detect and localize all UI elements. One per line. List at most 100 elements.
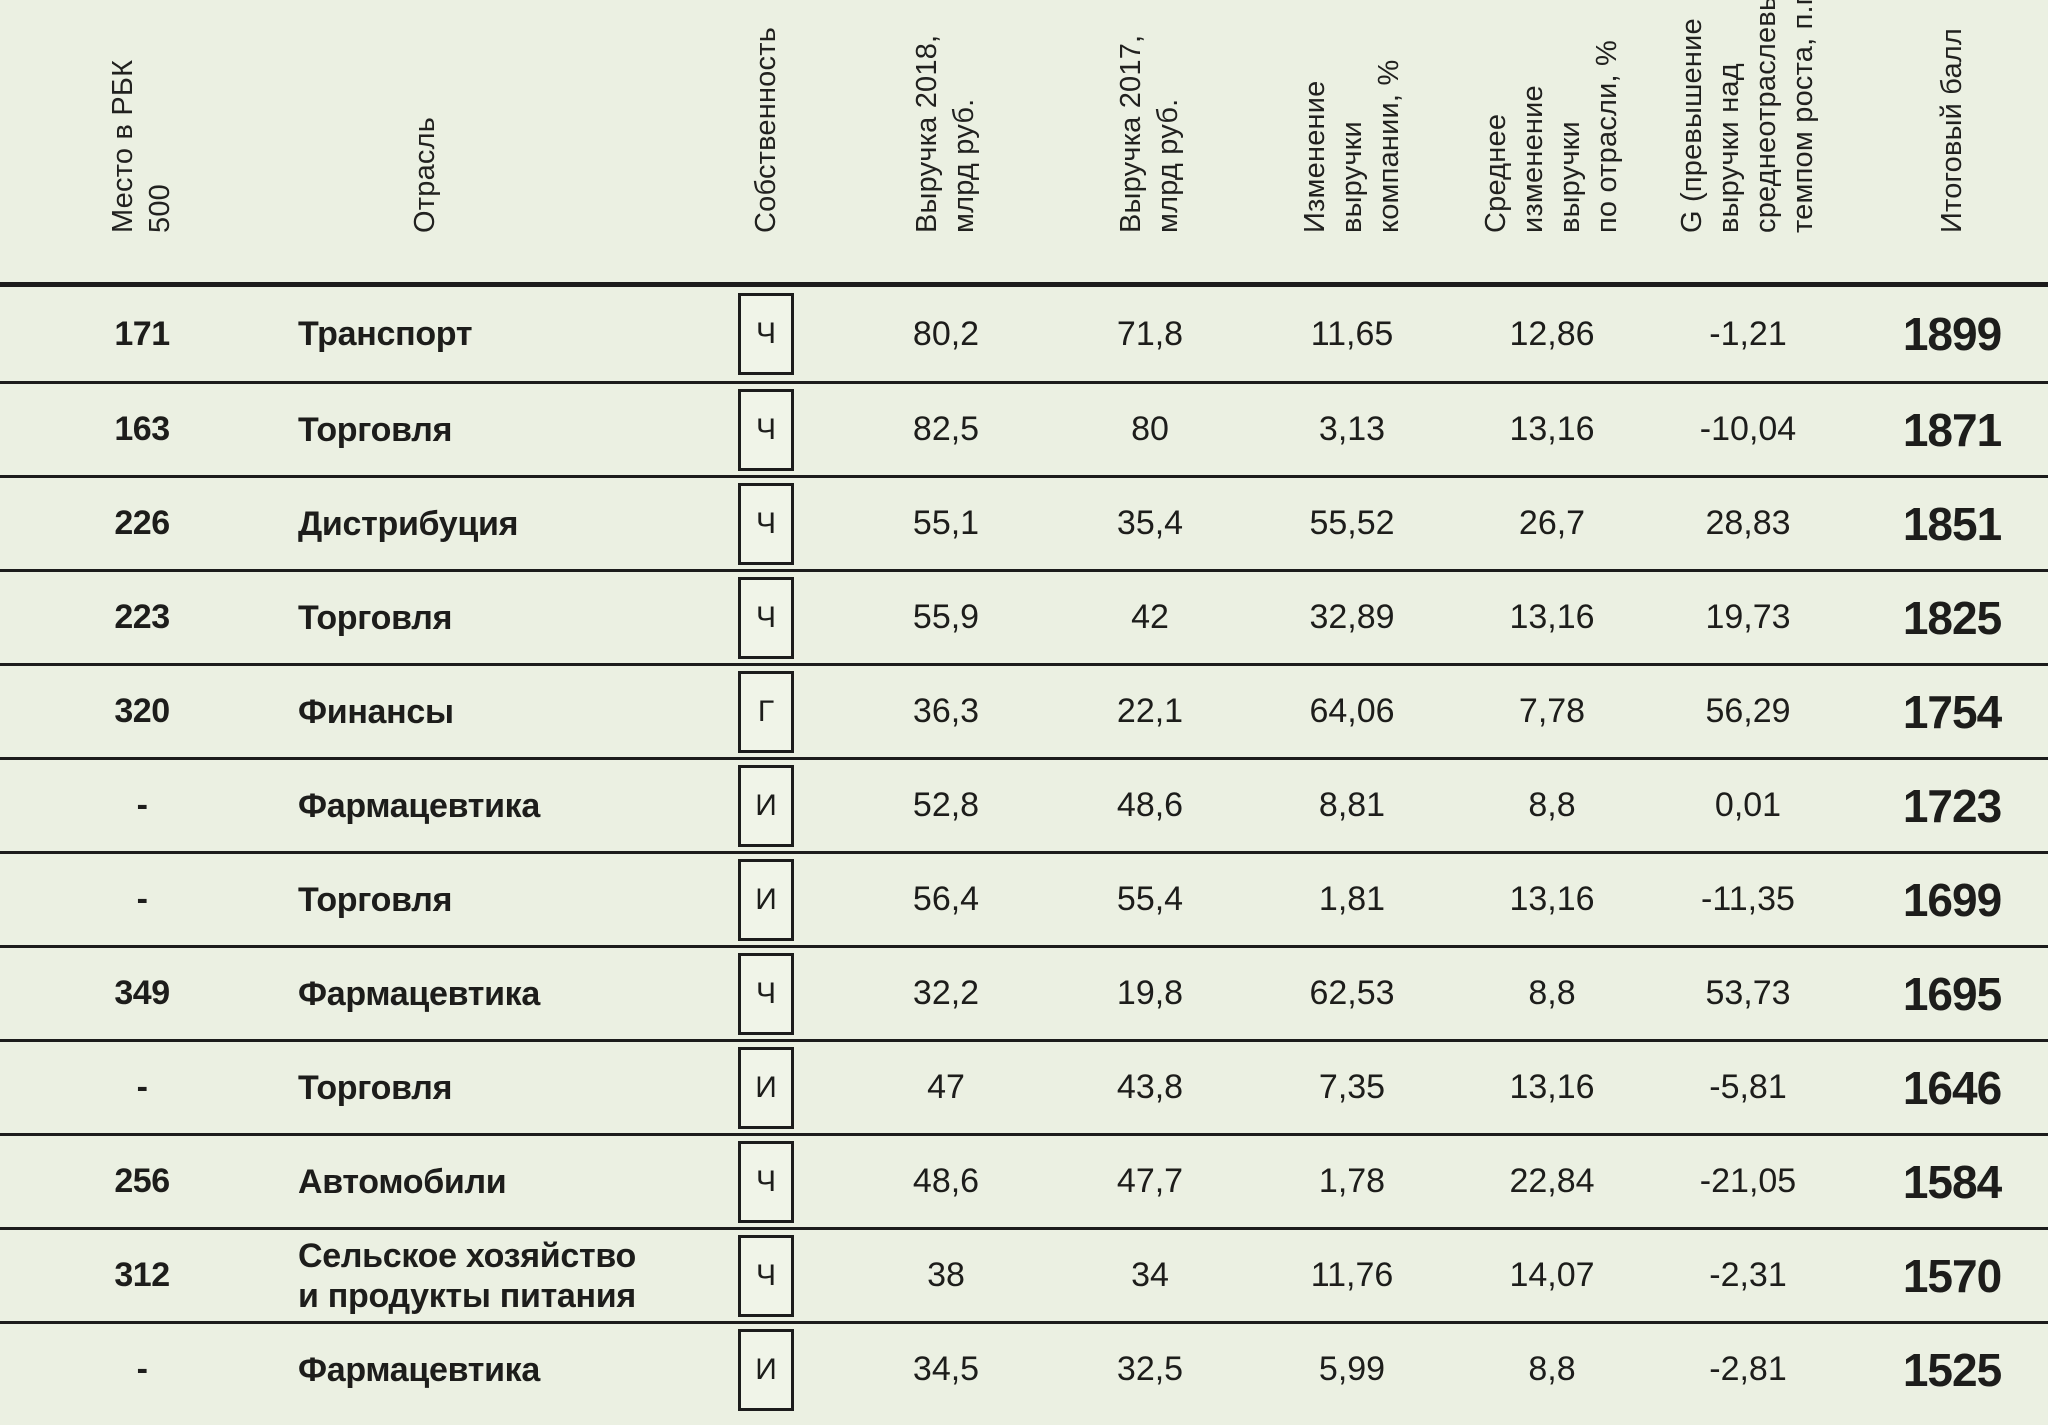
industry-cell: Торговля [298,880,453,919]
place-cell: - [136,880,148,918]
ownership-badge: Ч [738,293,794,375]
col-header-company-change: Изменение выручки компании, % [1299,59,1405,233]
col-header-place: Место в РБК 500 [107,59,176,233]
revenue-2017-cell: 71,8 [1116,314,1184,353]
col-header-revenue-2018: Выручка 2018, млрд руб. [911,34,980,233]
industry-cell: Фармацевтика [298,1350,541,1389]
industry-cell: Сельское хозяйство и продукты питания [298,1236,636,1315]
ownership-badge: Ч [738,576,794,659]
table-row: 226 Дистрибуция Ч 55,1 35,4 55,52 26,7 2… [0,475,2048,569]
place-cell: 223 [114,598,170,636]
table-row: - Торговля И 47 43,8 7,35 13,16 -5,81 16… [0,1039,2048,1133]
place-cell: - [136,1350,148,1388]
revenue-2018-cell: 80,2 [912,314,980,353]
revenue-2018-cell: 36,3 [912,692,980,730]
industry-cell: Фармацевтика [298,786,541,825]
table-header: Место в РБК 500 Отрасль Собственность Вы… [0,0,2048,287]
industry-change-cell: 8,8 [1528,974,1576,1012]
ownership-cell: Ч [700,1230,832,1321]
revenue-2017-cell: 43,8 [1116,1068,1184,1106]
score-cell: 1754 [1902,685,2002,738]
revenue-2017-cell: 32,5 [1116,1350,1184,1388]
g-index-cell: -21,05 [1699,1162,1797,1200]
score-cell: 1871 [1902,403,2002,456]
ownership-badge: Ч [738,1140,794,1223]
revenue-2017-cell: 80 [1131,410,1169,448]
place-cell: 226 [114,504,170,542]
ownership-cell: Ч [700,478,832,569]
ownership-badge: И [738,1046,794,1129]
industry-change-cell: 13,16 [1509,598,1595,636]
industry-cell: Финансы [298,692,454,731]
g-index-cell: -5,81 [1709,1068,1787,1106]
revenue-2018-cell: 56,4 [912,880,980,918]
industry-change-cell: 8,8 [1528,786,1576,824]
industry-cell: Торговля [298,1068,453,1107]
score-cell: 1825 [1902,591,2002,644]
revenue-2017-cell: 22,1 [1116,692,1184,730]
col-header-industry: Отрасль [409,116,441,233]
company-change-cell: 32,89 [1309,598,1395,636]
g-index-cell: -11,35 [1701,880,1795,918]
industry-change-cell: 13,16 [1509,1068,1595,1106]
revenue-2018-cell: 38 [927,1256,965,1294]
place-cell: 256 [114,1162,170,1200]
place-cell: - [136,1068,148,1106]
g-index-cell: -1,21 [1709,314,1787,353]
company-change-cell: 55,52 [1309,504,1395,542]
col-header-g-index: G (превышение выручки над среднеотраслев… [1676,0,1819,233]
company-change-cell: 64,06 [1309,692,1395,730]
table-row: 223 Торговля Ч 55,9 42 32,89 13,16 19,73… [0,569,2048,663]
industry-change-cell: 14,07 [1509,1256,1595,1294]
revenue-2018-cell: 47 [927,1068,965,1106]
table-row: 256 Автомобили Ч 48,6 47,7 1,78 22,84 -2… [0,1133,2048,1227]
g-index-cell: 56,29 [1705,692,1791,730]
score-cell: 1723 [1902,779,2002,832]
table-row: 349 Фармацевтика Ч 32,2 19,8 62,53 8,8 5… [0,945,2048,1039]
ownership-cell: Ч [700,572,832,663]
table-row: 320 Финансы Г 36,3 22,1 64,06 7,78 56,29… [0,663,2048,757]
g-index-cell: -2,81 [1709,1350,1787,1388]
industry-cell: Торговля [298,598,453,637]
col-header-score: Итоговый балл [1936,27,1968,233]
score-cell: 1851 [1902,497,2002,550]
industry-change-cell: 12,86 [1509,314,1595,353]
table-row: 171 Транспорт Ч 80,2 71,8 11,65 12,86 -1… [0,287,2048,381]
ownership-badge: И [738,1328,794,1411]
g-index-cell: 19,73 [1705,598,1791,636]
ownership-badge: Ч [738,388,794,471]
ownership-cell: И [700,1324,832,1415]
company-change-cell: 1,81 [1318,880,1386,918]
industry-cell: Дистрибуция [298,504,519,543]
revenue-2017-cell: 42 [1131,598,1169,636]
score-cell: 1695 [1902,967,2002,1020]
score-cell: 1646 [1902,1061,2002,1114]
company-change-cell: 7,35 [1318,1068,1386,1106]
col-header-industry-change: Среднее изменение выручки по отрасли, % [1480,39,1623,233]
ownership-cell: Г [700,666,832,757]
ownership-cell: И [700,760,832,851]
score-cell: 1525 [1902,1343,2002,1396]
table-row: 163 Торговля Ч 82,5 80 3,13 13,16 -10,04… [0,381,2048,475]
revenue-2017-cell: 34 [1131,1256,1169,1294]
g-index-cell: 0,01 [1714,786,1782,824]
place-cell: 349 [114,974,170,1012]
ownership-cell: Ч [700,384,832,475]
table-row: - Торговля И 56,4 55,4 1,81 13,16 -11,35… [0,851,2048,945]
table-row: - Фармацевтика И 52,8 48,6 8,81 8,8 0,01… [0,757,2048,851]
table-row: 312 Сельское хозяйство и продукты питани… [0,1227,2048,1321]
score-cell: 1584 [1902,1155,2002,1208]
revenue-2017-cell: 47,7 [1116,1162,1184,1200]
g-index-cell: 53,73 [1705,974,1791,1012]
ownership-badge: И [738,858,794,941]
revenue-2018-cell: 55,1 [912,504,980,542]
g-index-cell: -2,31 [1709,1256,1787,1294]
revenue-2018-cell: 82,5 [912,410,980,448]
industry-change-cell: 13,16 [1509,410,1595,448]
ownership-badge: Ч [738,1234,794,1317]
g-index-cell: -10,04 [1699,410,1797,448]
industry-cell: Автомобили [298,1162,507,1201]
table-body: 171 Транспорт Ч 80,2 71,8 11,65 12,86 -1… [0,287,2048,1425]
ownership-cell: И [700,854,832,945]
